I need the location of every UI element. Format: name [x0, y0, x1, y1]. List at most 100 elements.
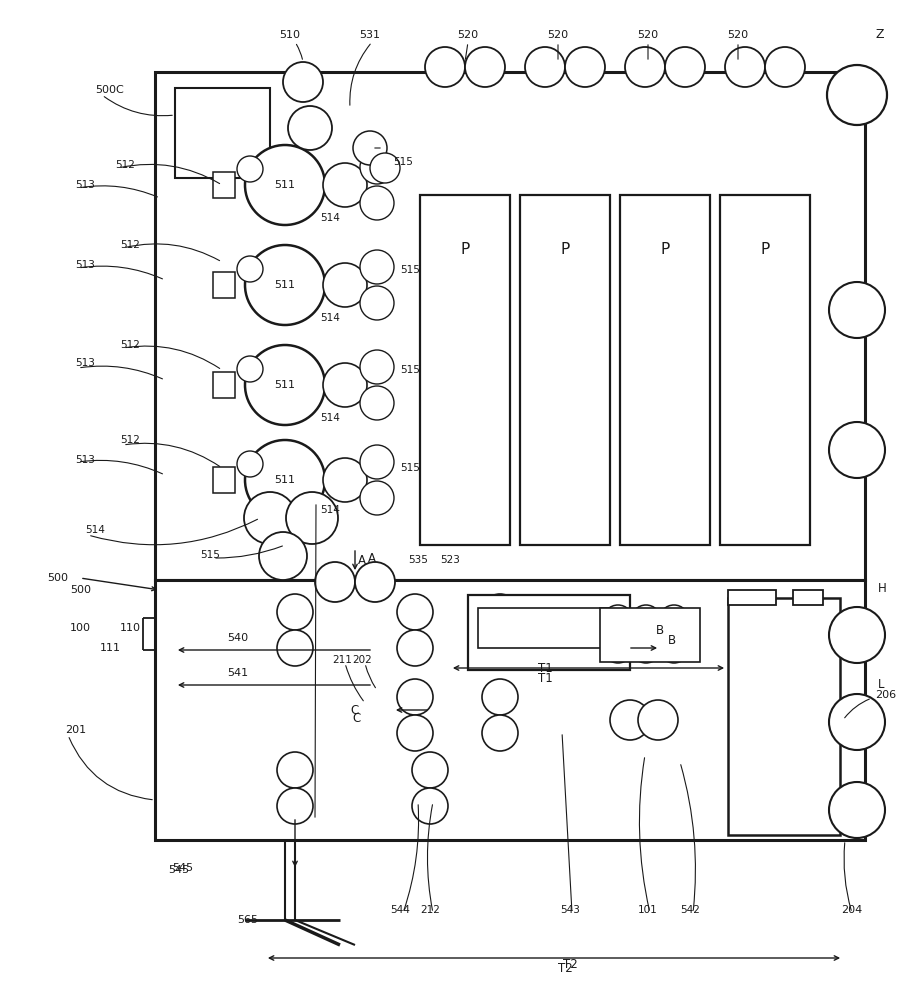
Text: A: A — [358, 554, 366, 566]
Text: 514: 514 — [320, 313, 340, 323]
Bar — [155, 580, 865, 840]
Text: 101: 101 — [638, 905, 658, 915]
Bar — [600, 608, 700, 662]
Circle shape — [283, 62, 323, 102]
Text: 204: 204 — [842, 905, 863, 915]
Bar — [155, 72, 865, 580]
Bar — [213, 467, 235, 493]
Text: 100: 100 — [70, 623, 91, 633]
Text: 211: 211 — [332, 655, 352, 665]
Circle shape — [638, 700, 678, 740]
Circle shape — [829, 782, 885, 838]
Circle shape — [412, 788, 448, 824]
Text: P: P — [561, 242, 570, 257]
Text: P: P — [660, 242, 669, 257]
Text: 512: 512 — [120, 435, 140, 445]
Text: 201: 201 — [65, 725, 86, 735]
Text: Z: Z — [875, 28, 884, 41]
Circle shape — [525, 47, 565, 87]
Text: 523: 523 — [440, 555, 460, 565]
Circle shape — [827, 65, 887, 125]
Circle shape — [603, 633, 633, 663]
Circle shape — [659, 605, 689, 635]
Text: 514: 514 — [85, 525, 105, 535]
Text: B: B — [656, 624, 664, 637]
Text: 515: 515 — [400, 265, 420, 275]
Circle shape — [323, 458, 367, 502]
Circle shape — [610, 700, 650, 740]
Circle shape — [360, 481, 394, 515]
Circle shape — [665, 47, 705, 87]
Circle shape — [244, 492, 296, 544]
Text: 545: 545 — [168, 865, 189, 875]
Text: 513: 513 — [75, 455, 95, 465]
Text: 515: 515 — [200, 550, 220, 560]
Bar — [420, 195, 510, 545]
Circle shape — [397, 715, 433, 751]
Text: P: P — [761, 242, 770, 257]
Text: 542: 542 — [680, 905, 700, 915]
Text: 512: 512 — [115, 160, 135, 170]
Text: T2: T2 — [562, 958, 577, 972]
Text: H: H — [878, 582, 887, 594]
Text: 512: 512 — [120, 340, 140, 350]
Text: 545: 545 — [172, 863, 194, 873]
Circle shape — [482, 715, 518, 751]
Circle shape — [315, 562, 355, 602]
Text: 511: 511 — [275, 180, 296, 190]
Circle shape — [631, 605, 661, 635]
Text: 511: 511 — [275, 280, 296, 290]
Text: 520: 520 — [457, 30, 478, 40]
Circle shape — [482, 630, 518, 666]
Text: T1: T1 — [538, 672, 552, 684]
Circle shape — [237, 451, 263, 477]
Bar — [720, 195, 810, 545]
Bar — [213, 372, 235, 398]
Circle shape — [829, 694, 885, 750]
Circle shape — [360, 286, 394, 320]
Circle shape — [245, 145, 325, 225]
Circle shape — [829, 607, 885, 663]
Text: 515: 515 — [393, 157, 413, 167]
Circle shape — [360, 186, 394, 220]
Circle shape — [277, 788, 313, 824]
Text: P: P — [460, 242, 469, 257]
Text: 513: 513 — [75, 260, 95, 270]
Text: 531: 531 — [360, 30, 381, 40]
Circle shape — [625, 47, 665, 87]
Circle shape — [482, 594, 518, 630]
Circle shape — [360, 445, 394, 479]
Text: T2: T2 — [558, 962, 572, 974]
Circle shape — [360, 250, 394, 284]
Text: 544: 544 — [390, 905, 410, 915]
Circle shape — [360, 350, 394, 384]
Text: 511: 511 — [275, 475, 296, 485]
Text: 514: 514 — [320, 213, 340, 223]
Circle shape — [425, 47, 465, 87]
Text: 212: 212 — [420, 905, 440, 915]
Text: T1: T1 — [538, 662, 552, 674]
Circle shape — [286, 492, 338, 544]
Bar — [793, 590, 823, 605]
Bar — [728, 598, 840, 835]
Circle shape — [829, 422, 885, 478]
Circle shape — [397, 594, 433, 630]
Text: 206: 206 — [875, 690, 897, 700]
Text: 513: 513 — [75, 358, 95, 368]
Circle shape — [277, 594, 313, 630]
Text: 514: 514 — [320, 505, 340, 515]
Text: 515: 515 — [400, 463, 420, 473]
Text: A: A — [368, 552, 376, 564]
Circle shape — [237, 256, 263, 282]
Circle shape — [370, 153, 400, 183]
Bar — [620, 195, 710, 545]
Circle shape — [765, 47, 805, 87]
Text: 513: 513 — [75, 180, 95, 190]
Bar — [213, 272, 235, 298]
Circle shape — [603, 605, 633, 635]
Bar — [520, 195, 610, 545]
Text: 511: 511 — [275, 380, 296, 390]
Text: 541: 541 — [227, 668, 248, 678]
Text: 500C: 500C — [95, 85, 124, 95]
Text: 500: 500 — [70, 585, 91, 595]
